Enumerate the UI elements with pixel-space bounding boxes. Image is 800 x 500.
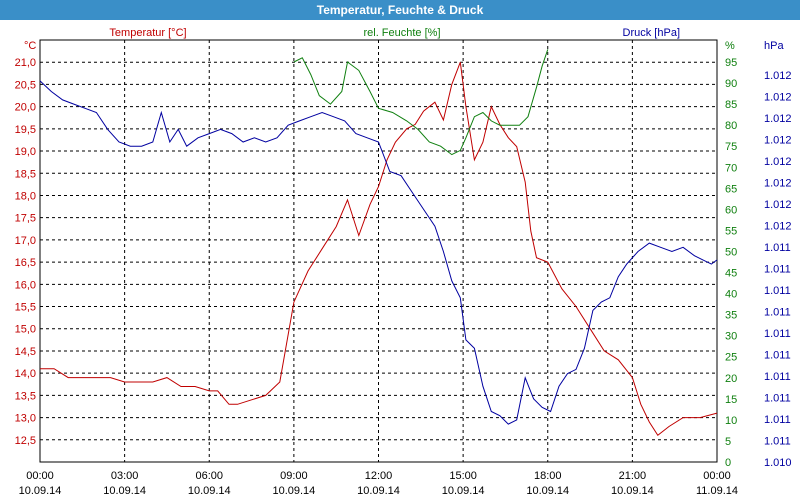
pressure-tick-label: 1.011 [764, 264, 791, 276]
humidity-tick-label: 45 [725, 268, 737, 280]
pressure-tick-label: 1.012 [764, 156, 792, 168]
x-tick-time: 21:00 [619, 470, 647, 482]
humidity-tick-label: 55 [725, 225, 737, 237]
pressure-tick-label: 1.011 [764, 414, 791, 426]
x-tick-date: 11.09.14 [696, 485, 738, 497]
x-tick-time: 06:00 [195, 470, 223, 482]
humidity-tick-label: 50 [725, 246, 737, 258]
temperature-tick-label: 15,0 [15, 324, 36, 336]
humidity-tick-label: 5 [725, 436, 731, 448]
humidity-tick-label: 95 [725, 57, 737, 69]
humidity-tick-label: 80 [725, 120, 737, 132]
x-axis: 00:00 10.09.14 03:00 10.09.14 06:00 10.09.14 0… [19, 470, 738, 497]
pressure-axis-label: Druck [hPa] [623, 27, 680, 39]
x-tick-time: 00:00 [26, 470, 54, 482]
pressure-tick-label: 1.012 [764, 135, 792, 147]
temperature-tick-label: 20,0 [15, 102, 36, 114]
temperature-unit: °C [24, 40, 36, 52]
temperature-tick-label: 16,0 [15, 279, 36, 291]
plot-frame [39, 39, 718, 463]
chart-title: Temperatur, Feuchte & Druck [0, 0, 800, 20]
pressure-unit: hPa [764, 40, 784, 52]
x-tick-date: 10.09.14 [103, 485, 146, 497]
pressure-tick-label: 1.012 [764, 92, 792, 104]
temperature-tick-label: 15,5 [15, 302, 36, 314]
humidity-tick-label: 90 [725, 78, 737, 90]
pressure-tick-label: 1.011 [764, 371, 791, 383]
pressure-tick-label: 1.012 [764, 178, 792, 190]
pressure-tick-label: 1.011 [764, 242, 791, 254]
humidity-tick-label: 35 [725, 310, 737, 322]
pressure-tick-label: 1.012 [764, 113, 792, 125]
humidity-tick-label: 30 [725, 331, 737, 343]
pressure-tick-label: 1.011 [764, 285, 791, 297]
temperature-tick-label: 19,5 [15, 124, 36, 136]
humidity-unit: % [725, 40, 735, 52]
pressure-tick-label: 1.011 [764, 350, 791, 362]
series-line-humidity [293, 49, 549, 156]
x-tick-date: 10.09.14 [526, 485, 569, 497]
temperature-tick-label: 12,5 [15, 435, 36, 447]
pressure-tick-label: 1.010 [764, 457, 792, 469]
temperature-axis: 12,5 13,0 13,5 14,0 14,5 15,0 15,5 16,0 16,5 17,0… [15, 57, 36, 447]
pressure-axis: 1.010 1.011 1.011 1.011 1.011 1.011 1.011 1.011… [764, 70, 792, 469]
temperature-axis-label: Temperatur [°C] [109, 27, 186, 39]
pressure-tick-label: 1.011 [764, 328, 791, 340]
humidity-tick-label: 10 [725, 415, 737, 427]
humidity-tick-label: 20 [725, 373, 737, 385]
humidity-tick-label: 25 [725, 352, 737, 364]
chart: 12,5 13,0 13,5 14,0 14,5 15,0 15,5 16,0 16,5 17,0… [15, 27, 792, 497]
temperature-tick-label: 20,5 [15, 79, 36, 91]
humidity-tick-label: 15 [725, 394, 737, 406]
x-tick-time: 00:00 [703, 470, 731, 482]
plot-border [39, 39, 718, 463]
temperature-tick-label: 16,5 [15, 257, 36, 269]
temperature-tick-label: 14,0 [15, 368, 36, 380]
humidity-tick-label: 65 [725, 183, 737, 195]
temperature-tick-label: 17,0 [15, 235, 36, 247]
humidity-axis-label: rel. Feuchte [%] [363, 27, 440, 39]
pressure-tick-label: 1.011 [764, 436, 791, 448]
temperature-tick-label: 19,0 [15, 146, 36, 158]
x-tick-date: 10.09.14 [272, 485, 315, 497]
series-line-pressure [39, 80, 718, 425]
x-tick-time: 09:00 [280, 470, 308, 482]
pressure-tick-label: 1.011 [764, 393, 791, 405]
x-tick-date: 10.09.14 [188, 485, 231, 497]
x-tick-time: 12:00 [365, 470, 393, 482]
x-tick-date: 10.09.14 [19, 485, 62, 497]
temperature-tick-label: 14,5 [15, 346, 36, 358]
x-tick-date: 10.09.14 [442, 485, 485, 497]
temperature-tick-label: 13,0 [15, 413, 36, 425]
pressure-tick-label: 1.012 [764, 70, 792, 82]
series-line-temperature [40, 62, 718, 437]
humidity-axis: 0 5 10 15 20 25 30 35 40 45 50 55 60 65 70 75 80 85 90 95 [725, 57, 737, 469]
humidity-tick-label: 75 [725, 141, 737, 153]
temperature-tick-label: 18,0 [15, 190, 36, 202]
temperature-tick-label: 21,0 [15, 57, 36, 69]
humidity-tick-label: 40 [725, 289, 737, 301]
grid [40, 40, 717, 462]
pressure-tick-label: 1.011 [764, 307, 791, 319]
x-tick-date: 10.09.14 [611, 485, 654, 497]
x-tick-time: 03:00 [111, 470, 139, 482]
humidity-tick-label: 70 [725, 162, 737, 174]
x-tick-time: 18:00 [534, 470, 562, 482]
pressure-tick-label: 1.012 [764, 221, 792, 233]
temperature-tick-label: 13,5 [15, 390, 36, 402]
humidity-tick-label: 0 [725, 457, 731, 469]
x-tick-date: 10.09.14 [357, 485, 400, 497]
humidity-tick-label: 60 [725, 204, 737, 216]
temperature-tick-label: 17,5 [15, 213, 36, 225]
x-tick-time: 15:00 [449, 470, 477, 482]
series-layer [39, 49, 718, 437]
humidity-tick-label: 85 [725, 99, 737, 111]
pressure-tick-label: 1.012 [764, 199, 792, 211]
temperature-tick-label: 18,5 [15, 168, 36, 180]
